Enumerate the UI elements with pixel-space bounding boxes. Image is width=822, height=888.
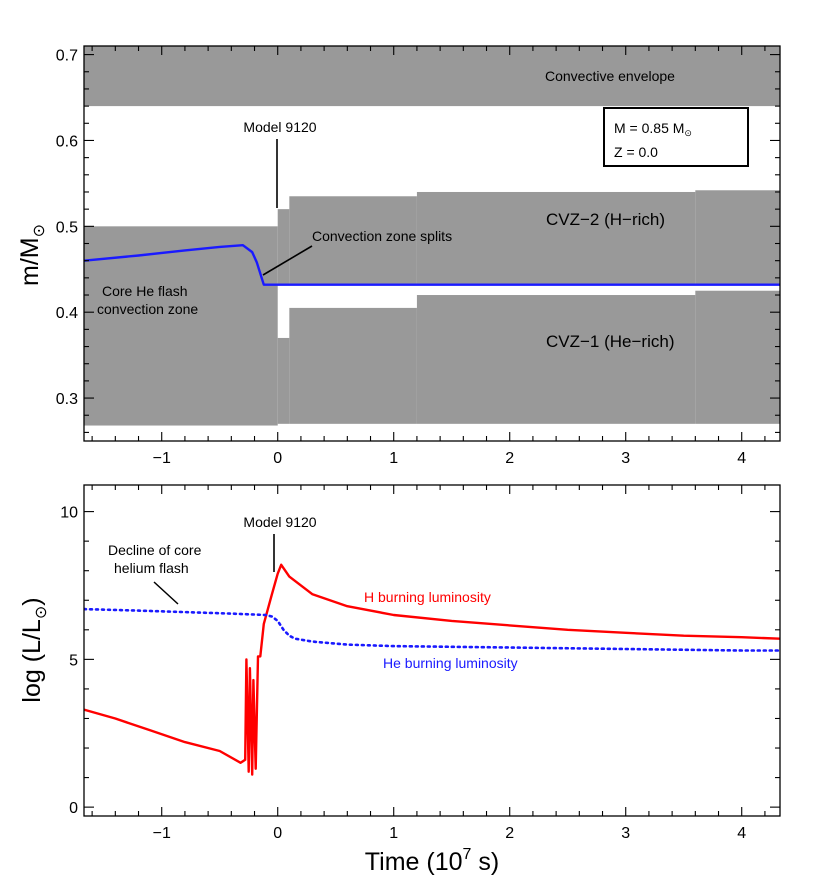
legend-mass: M = 0.85 M⊙ [614, 120, 692, 138]
convective-envelope-band [84, 46, 780, 107]
y-tick-label: 5 [69, 652, 78, 669]
cvz1-step [416, 295, 696, 424]
x-tick-label: 4 [737, 450, 746, 467]
x-tick-label: −1 [153, 450, 171, 467]
legend-box: M = 0.85 M⊙ Z = 0.0 [603, 107, 749, 167]
annotation-cvz1: CVZ−1 (He−rich) [546, 332, 674, 351]
y-tick-label: 0.5 [56, 219, 78, 236]
x-tick-label: 2 [505, 450, 514, 467]
x-tick-label: 0 [273, 450, 282, 467]
cvz2-step [416, 191, 696, 285]
annotation-decline-line1: Decline of core [108, 542, 202, 558]
y-tick-label: 0.3 [56, 391, 78, 408]
bottom-panel: −1 0 1 2 3 4 0 5 10 Model 9120 Decline of core h… [18, 484, 781, 876]
annotation-h-luminosity: H burning luminosity [364, 589, 491, 605]
bottom-ylabel-end: ) [18, 597, 46, 605]
top-ylabel-sun: ⊙ [31, 224, 48, 237]
bottom-plot-frame [83, 484, 781, 817]
top-panel: −1 0 1 2 3 4 0.3 0.4 0.5 0.6 0.7 Convective envelo… [16, 45, 781, 467]
x-tick-label: 1 [389, 825, 398, 842]
xlabel-exponent: 7 [463, 846, 472, 863]
annotation-model-top: Model 9120 [243, 119, 316, 135]
bottom-ticks: −1 0 1 2 3 4 0 5 10 [60, 485, 780, 842]
y-tick-label: 0.6 [56, 133, 78, 150]
top-ticks: −1 0 1 2 3 4 0.3 0.4 0.5 0.6 0.7 [56, 46, 780, 467]
cvz2-step [289, 196, 417, 285]
cvz1-step [277, 337, 290, 424]
x-tick-label: 3 [621, 450, 630, 467]
legend-metallicity: Z = 0.0 [614, 144, 658, 160]
top-y-axis-label: m/M⊙ [16, 224, 48, 286]
x-tick-label: −1 [153, 825, 171, 842]
annotation-envelope: Convective envelope [545, 68, 675, 84]
annotation-he-luminosity: He burning luminosity [383, 655, 518, 671]
cvz2-step [277, 209, 290, 285]
x-tick-label: 3 [621, 825, 630, 842]
bottom-y-axis-label: log (L/L⊙) [18, 597, 50, 702]
core-flash-zone [84, 226, 278, 426]
series-h-he-boundary [84, 243, 780, 286]
x-tick-label: 1 [389, 450, 398, 467]
annotation-decline-line2: helium flash [114, 560, 189, 576]
cvz2-step [695, 190, 780, 285]
y-tick-label: 0.4 [56, 305, 78, 322]
x-axis-label: Time (107 s) [365, 846, 499, 876]
xlabel-end: s) [471, 848, 499, 876]
annotation-model-bottom: Model 9120 [243, 514, 316, 530]
x-tick-label: 0 [273, 825, 282, 842]
y-tick-label: 10 [60, 505, 78, 522]
cvz1-step [289, 307, 417, 424]
legend-sun-symbol: ⊙ [684, 128, 692, 138]
convection-zones [84, 46, 780, 426]
series-he-burning-luminosity [84, 607, 780, 652]
cvz1-step [695, 290, 780, 424]
series-h-burning-luminosity [84, 563, 780, 776]
bottom-ylabel-sun: ⊙ [33, 606, 50, 619]
y-tick-label: 0 [69, 800, 78, 817]
x-tick-label: 4 [737, 825, 746, 842]
annotation-core-line2: convection zone [97, 301, 198, 317]
top-series [84, 243, 780, 286]
bottom-series [84, 563, 780, 776]
x-tick-label: 2 [505, 825, 514, 842]
split-pointer [262, 245, 313, 276]
annotation-split: Convection zone splits [312, 228, 452, 244]
annotation-cvz2: CVZ−2 (H−rich) [546, 210, 665, 229]
annotation-core-line1: Core He flash [102, 283, 188, 299]
decline-pointer [153, 581, 179, 605]
y-tick-label: 0.7 [56, 48, 78, 65]
